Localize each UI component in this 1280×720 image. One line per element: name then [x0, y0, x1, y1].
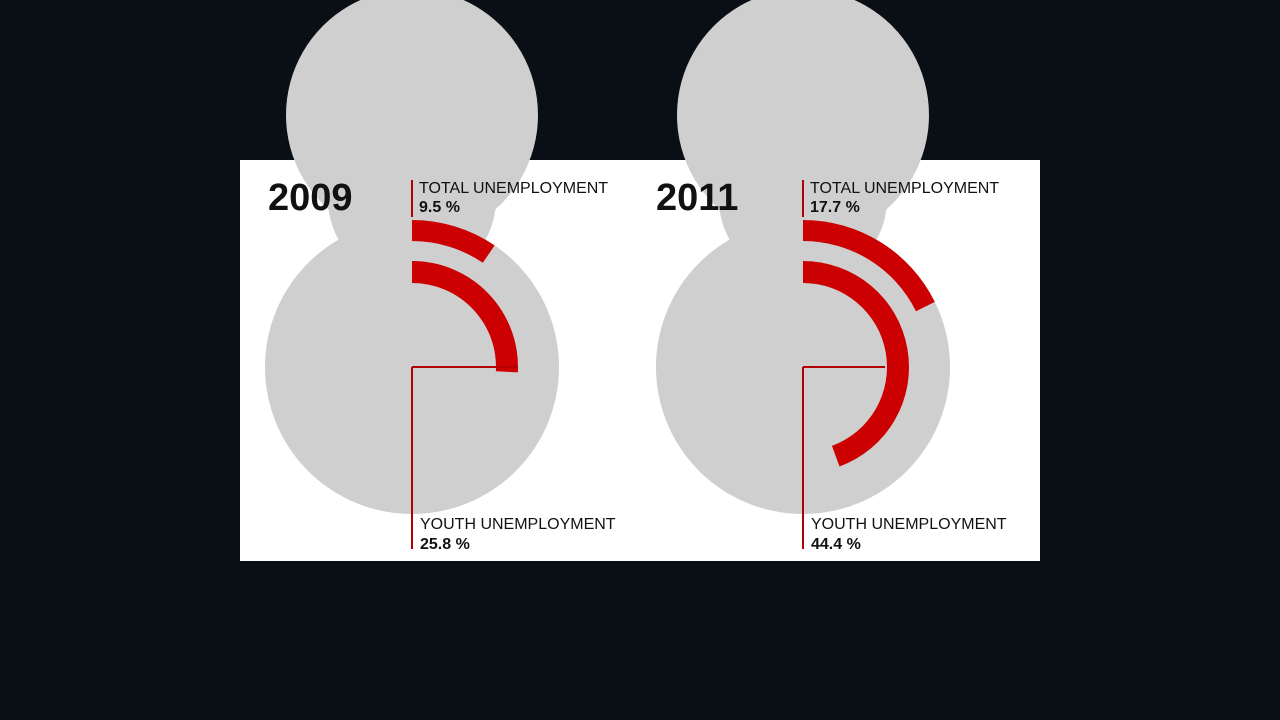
chart-2009-youth-label: YOUTH UNEMPLOYMENT	[420, 516, 616, 533]
chart-2011-youth-value: 44.4 %	[811, 536, 861, 553]
chart-2011-year: 2011	[656, 177, 738, 219]
chart-2009-total-arc	[412, 220, 495, 263]
chart-2011-total-arc	[803, 220, 935, 312]
chart-2009-total-value: 9.5 %	[419, 199, 460, 216]
chart-2011-marks	[655, 0, 950, 549]
chart-2009-youth-value: 25.8 %	[420, 536, 470, 553]
chart-2011-total-label: TOTAL UNEMPLOYMENT	[810, 180, 999, 197]
chart-2009-marks	[264, 0, 559, 549]
chart-2011: 2011 TOTAL UNEMPLOYMENT 17.7 % YOUTH UNE…	[655, 0, 1007, 553]
chart-2009-youth-track	[305, 115, 518, 474]
chart-2009-year: 2009	[268, 177, 353, 219]
chart-2011-youth-arc	[803, 261, 910, 467]
chart-2009-total-label: TOTAL UNEMPLOYMENT	[419, 180, 608, 197]
chart-2009-youth-arc	[412, 261, 518, 373]
chart-2011-youth-track	[696, 115, 909, 474]
chart-2011-youth-label: YOUTH UNEMPLOYMENT	[811, 516, 1007, 533]
chart-2011-total-value: 17.7 %	[810, 199, 860, 216]
chart-2009: 2009 TOTAL UNEMPLOYMENT 9.5 % YOUTH UNEM…	[264, 0, 616, 553]
